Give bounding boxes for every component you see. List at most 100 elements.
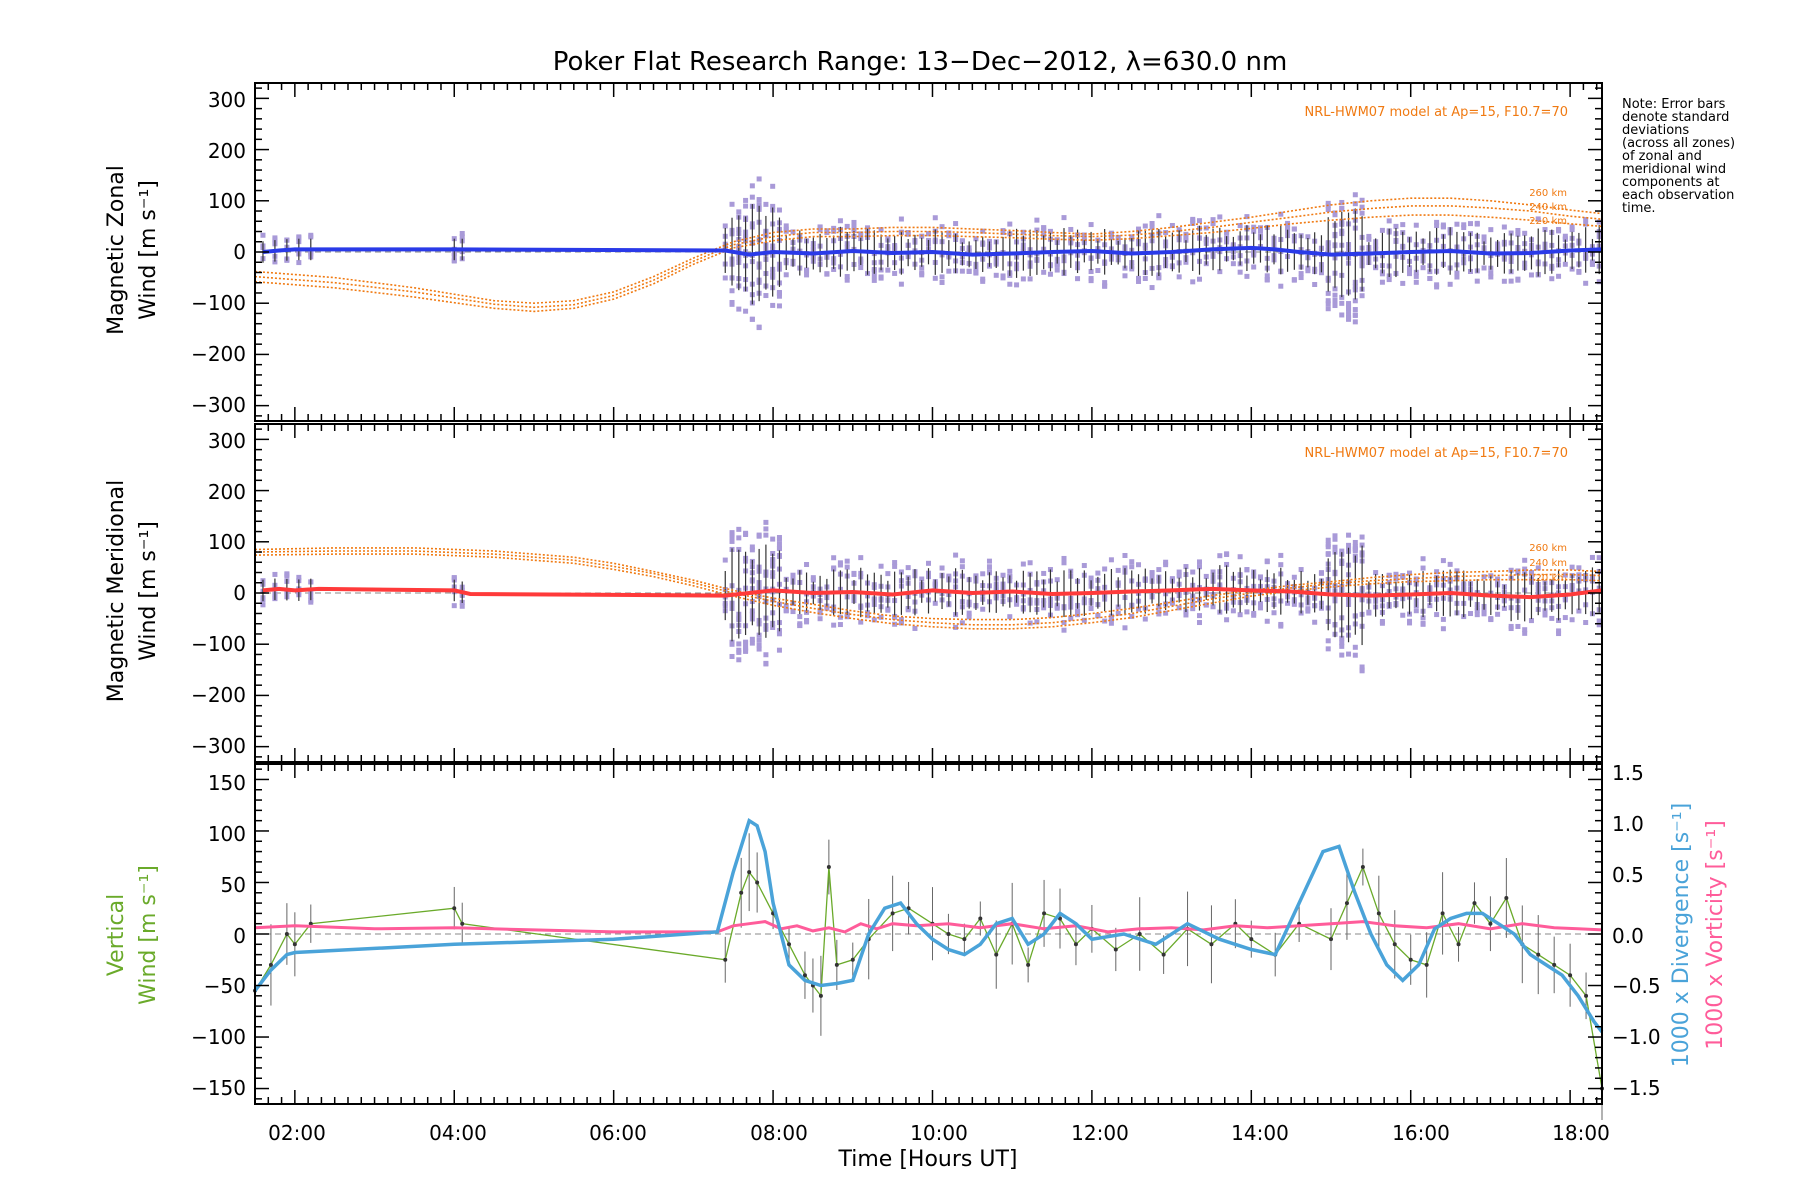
vertical-point bbox=[1113, 947, 1118, 952]
meridional-model-label-260: 260 km bbox=[1529, 543, 1567, 554]
scatter-point bbox=[1467, 611, 1473, 617]
scatter-point bbox=[1434, 223, 1440, 229]
scatter-point bbox=[1136, 606, 1142, 612]
scatter-point bbox=[1515, 231, 1521, 237]
zonal-model-label-240: 240 km bbox=[1529, 202, 1567, 213]
scatter-point bbox=[1169, 600, 1175, 606]
scatter-point bbox=[729, 201, 735, 207]
scatter-point bbox=[1176, 227, 1182, 233]
scatter-point bbox=[1454, 568, 1460, 574]
note-line: each observation bbox=[1622, 188, 1734, 203]
scatter-point bbox=[1528, 618, 1534, 624]
scatter-point bbox=[1196, 613, 1202, 619]
scatter-point bbox=[1352, 307, 1358, 313]
scatter-point bbox=[1196, 218, 1202, 224]
scatter-point bbox=[1583, 217, 1589, 223]
scatter-point bbox=[736, 649, 742, 655]
scatter-point bbox=[804, 619, 810, 625]
xtick-label: 08:00 bbox=[750, 1121, 808, 1145]
scatter-point bbox=[729, 301, 735, 307]
scatter-point bbox=[749, 636, 755, 642]
vertical-ylabel-line1: Vertical bbox=[104, 894, 129, 976]
scatter-point bbox=[946, 268, 952, 274]
scatter-point bbox=[1339, 640, 1345, 646]
scatter-point bbox=[1115, 604, 1121, 610]
scatter-point bbox=[885, 607, 891, 613]
meridional-model-label-220: 220 km bbox=[1529, 573, 1567, 584]
scatter-point bbox=[776, 631, 782, 637]
scatter-point bbox=[749, 183, 755, 189]
scatter-point bbox=[797, 623, 803, 629]
scatter-point bbox=[272, 259, 278, 265]
scatter-point bbox=[1102, 280, 1108, 286]
scatter-point bbox=[1440, 626, 1446, 632]
scatter-point bbox=[783, 272, 789, 278]
scatter-point bbox=[817, 610, 823, 616]
scatter-point bbox=[756, 197, 762, 203]
scatter-point bbox=[824, 228, 830, 234]
note-line: (across all zones) bbox=[1622, 136, 1735, 151]
scatter-point bbox=[953, 624, 959, 630]
scatter-point bbox=[1061, 215, 1067, 221]
scatter-point bbox=[1027, 620, 1033, 626]
ytick-label: −100 bbox=[191, 291, 246, 315]
scatter-point bbox=[1501, 605, 1507, 611]
scatter-point bbox=[824, 605, 830, 611]
scatter-point bbox=[871, 277, 877, 283]
scatter-point bbox=[905, 607, 911, 613]
scatter-point bbox=[1115, 567, 1121, 573]
panel-meridional: Magnetic Meridional Wind [m s⁻¹] NRL-HWM… bbox=[104, 423, 1603, 763]
vertical-point bbox=[1408, 957, 1413, 962]
scatter-point bbox=[729, 288, 735, 294]
scatter-point bbox=[993, 272, 999, 278]
scatter-point bbox=[1556, 273, 1562, 279]
scatter-point bbox=[898, 569, 904, 575]
scatter-point bbox=[1081, 232, 1087, 238]
scatter-point bbox=[1278, 562, 1284, 568]
scatter-point bbox=[1562, 236, 1568, 242]
scatter-point bbox=[1346, 315, 1352, 321]
scatter-point bbox=[939, 565, 945, 571]
scatter-point bbox=[1379, 227, 1385, 233]
scatter-point bbox=[308, 234, 314, 240]
x-axis-label: Time [Hours UT] bbox=[838, 1147, 1018, 1172]
scatter-point bbox=[1522, 566, 1528, 572]
vertical-point bbox=[1472, 901, 1477, 906]
scatter-point bbox=[831, 566, 837, 572]
scatter-point bbox=[1596, 219, 1602, 225]
scatter-point bbox=[1325, 301, 1331, 307]
scatter-point bbox=[1136, 278, 1142, 284]
xtick-label: 14:00 bbox=[1231, 1121, 1289, 1145]
scatter-point bbox=[1413, 279, 1419, 285]
vertical-point bbox=[284, 932, 289, 936]
scatter-point bbox=[878, 614, 884, 620]
scatter-point bbox=[756, 642, 762, 648]
scatter-point bbox=[1156, 609, 1162, 615]
scatter-point bbox=[1535, 216, 1541, 222]
scatter-point bbox=[1556, 628, 1562, 634]
ytick-label: −300 bbox=[191, 734, 246, 758]
scatter-point bbox=[1115, 234, 1121, 240]
scatter-point bbox=[1088, 575, 1094, 581]
scatter-point bbox=[1210, 604, 1216, 610]
scatter-point bbox=[1007, 281, 1013, 287]
scatter-point bbox=[898, 281, 904, 287]
scatter-point bbox=[1325, 551, 1331, 557]
scatter-point bbox=[1501, 224, 1507, 230]
scatter-point bbox=[1434, 219, 1440, 225]
ytick-label: 0 bbox=[233, 581, 246, 605]
scatter-point bbox=[1061, 560, 1067, 566]
scatter-point bbox=[871, 273, 877, 279]
model-curve bbox=[254, 553, 1603, 630]
scatter-point bbox=[1007, 568, 1013, 574]
scatter-point bbox=[1346, 305, 1352, 311]
scatter-point bbox=[272, 571, 278, 577]
scatter-point bbox=[1346, 651, 1352, 657]
scatter-point bbox=[736, 641, 742, 647]
scatter-point bbox=[1156, 213, 1162, 219]
scatter-point bbox=[736, 657, 742, 663]
scatter-point bbox=[1332, 301, 1338, 307]
note-block: Note: Error bars denote standard deviati… bbox=[1622, 97, 1735, 216]
scatter-point bbox=[770, 183, 776, 189]
scatter-point bbox=[1156, 604, 1162, 610]
